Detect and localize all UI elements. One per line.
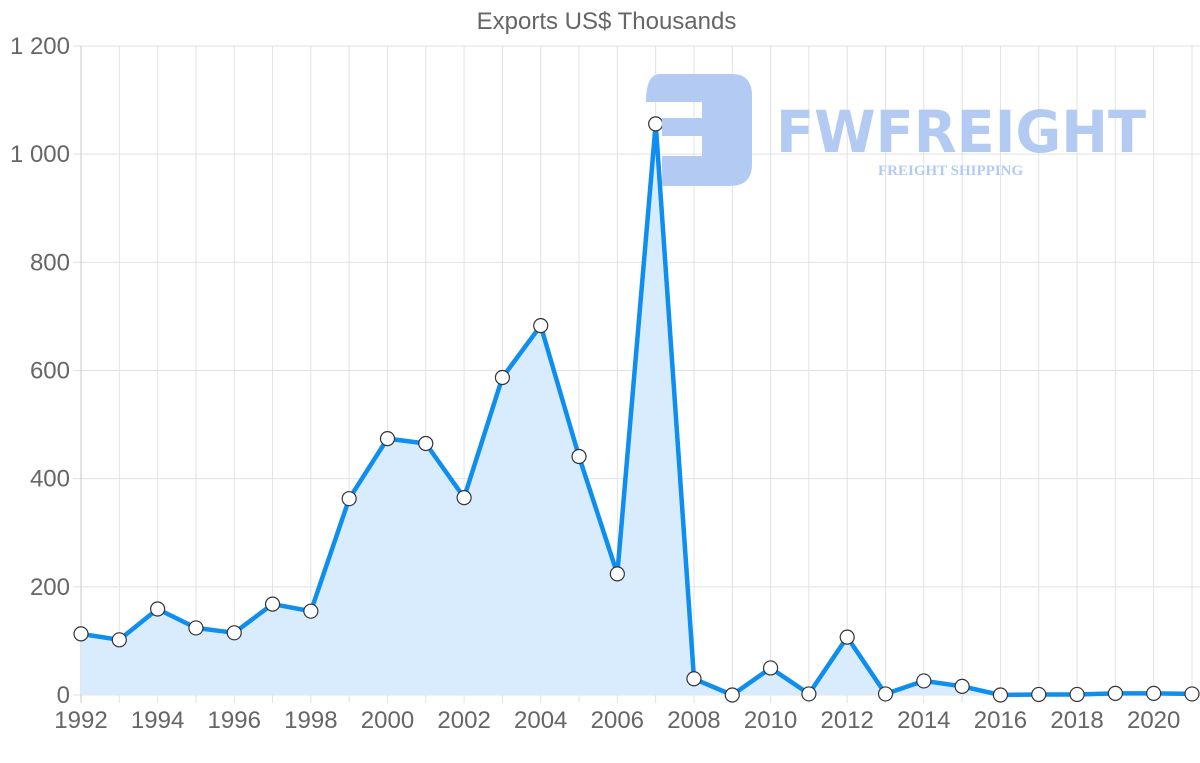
data-point	[724, 687, 740, 703]
x-tick-label: 2004	[514, 707, 567, 734]
x-tick-label: 2002	[437, 707, 490, 734]
data-point	[111, 632, 127, 648]
data-point	[494, 369, 511, 386]
data-point	[877, 686, 894, 702]
x-tick-label: 1992	[54, 707, 107, 734]
data-points	[73, 116, 1200, 703]
data-point	[1146, 685, 1162, 701]
x-tick-label: 2008	[667, 707, 720, 734]
data-point	[571, 448, 587, 465]
data-point	[1107, 685, 1123, 701]
data-point	[341, 491, 357, 507]
x-tick-label: 2006	[591, 707, 644, 734]
y-tick-label: 400	[30, 466, 70, 493]
y-tick-label: 1 200	[10, 33, 70, 60]
data-point	[264, 596, 281, 612]
logo-mark-icon	[646, 74, 752, 186]
data-point	[533, 318, 549, 334]
data-point	[188, 620, 204, 636]
x-tick-label: 2014	[897, 707, 950, 734]
y-tick-label: 200	[30, 574, 70, 601]
data-point	[609, 566, 625, 582]
data-point	[686, 671, 702, 687]
x-tick-label: 2010	[744, 707, 797, 734]
data-point	[379, 431, 396, 447]
y-tick-label: 1 000	[10, 141, 70, 168]
data-point	[1184, 686, 1200, 702]
x-tick-label: 2020	[1127, 707, 1180, 734]
watermark-brand: FWFREIGHT	[776, 98, 1146, 166]
data-point	[418, 435, 434, 452]
data-point	[73, 626, 89, 642]
fwfreight-watermark-logo: FWFREIGHT FREIGHT SHIPPING	[646, 74, 1146, 186]
x-axis-ticks: 1992 1994 1996 1998 2000 2002 2004 2006 2008 2010…	[54, 707, 1180, 734]
y-axis-ticks: 0 200 400 600 800 1 000 1 200	[10, 33, 70, 709]
data-point	[954, 678, 970, 694]
x-tick-label: 2016	[974, 707, 1027, 734]
data-point	[801, 686, 817, 702]
data-point	[150, 601, 166, 617]
x-tick-label: 2000	[361, 707, 414, 734]
data-point	[992, 687, 1009, 703]
data-point	[303, 603, 319, 619]
x-tick-label: 1998	[284, 707, 337, 734]
data-point	[916, 673, 932, 689]
data-point	[839, 629, 855, 645]
data-point	[762, 660, 779, 676]
data-point	[226, 625, 242, 641]
chart-title: Exports US$ Thousands	[476, 8, 737, 35]
x-tick-label: 2012	[821, 707, 874, 734]
x-tick-label: 1994	[131, 707, 184, 734]
x-tick-label: 2018	[1050, 707, 1103, 734]
x-tick-label: 1996	[208, 707, 261, 734]
y-tick-label: 600	[30, 358, 70, 385]
area-fill	[81, 123, 1192, 695]
data-point	[1031, 686, 1047, 703]
y-tick-label: 800	[30, 249, 70, 276]
watermark-tagline: FREIGHT SHIPPING	[878, 163, 1023, 179]
data-point	[456, 489, 472, 506]
data-point	[1069, 686, 1085, 703]
y-tick-label: 0	[57, 682, 70, 709]
